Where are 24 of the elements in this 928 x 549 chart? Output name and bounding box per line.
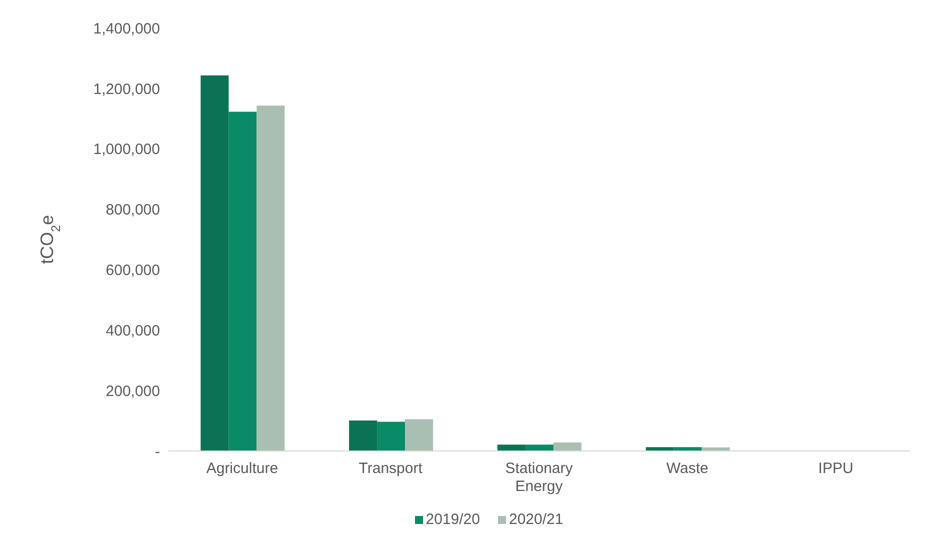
bar xyxy=(525,444,554,451)
legend-label: 2019/20 xyxy=(424,511,480,528)
x-tick-label: Waste xyxy=(666,460,708,477)
bar xyxy=(200,75,229,451)
bar xyxy=(497,444,526,451)
y-tick-label: 200,000 xyxy=(106,382,160,400)
bar xyxy=(228,112,257,451)
x-tick-label: Transport xyxy=(358,460,424,477)
x-tick-label: IPPU xyxy=(818,460,854,477)
bar xyxy=(256,106,285,451)
y-tick-label: - xyxy=(155,443,160,460)
legend-label: 2020/21 xyxy=(508,511,564,528)
y-tick-label: 1,200,000 xyxy=(93,80,160,98)
x-tick-label: Agriculture xyxy=(206,460,278,477)
bar xyxy=(405,419,434,451)
bar xyxy=(349,420,378,451)
y-tick-label: 1,400,000 xyxy=(93,20,160,38)
x-tick-label: Stationary Energy xyxy=(505,460,574,495)
y-tick-label: 600,000 xyxy=(106,262,160,280)
bar xyxy=(553,442,582,451)
y-tick-label: 400,000 xyxy=(106,322,160,340)
y-tick-label: 1,000,000 xyxy=(93,141,160,158)
y-tick-label: 800,000 xyxy=(106,202,160,219)
bar xyxy=(377,422,406,451)
